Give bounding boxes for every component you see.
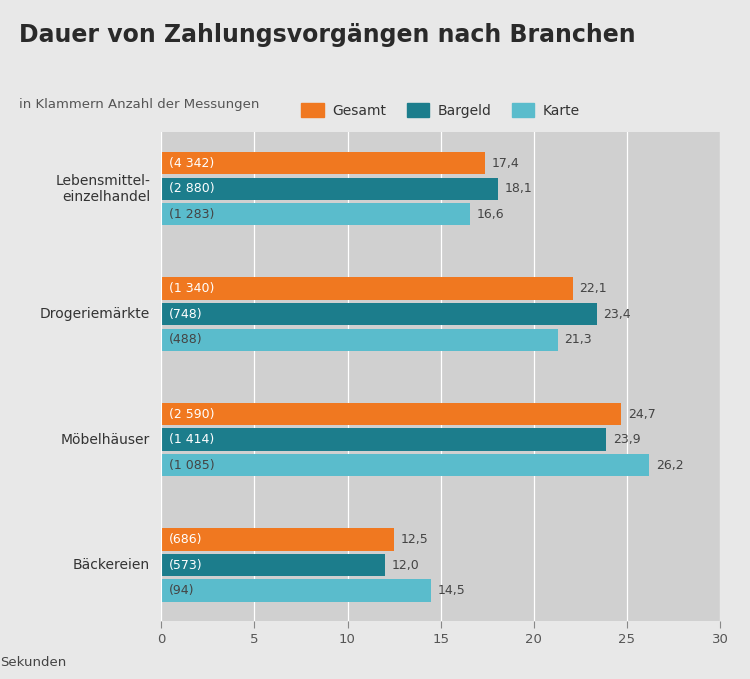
Text: (4 342): (4 342) [169,157,214,170]
Bar [161,152,485,175]
Text: (1 085): (1 085) [169,458,214,472]
Text: (94): (94) [169,584,194,597]
Text: 12,0: 12,0 [392,559,419,572]
Text: (748): (748) [169,308,202,320]
Bar [161,403,621,425]
Bar [161,428,607,451]
Text: 26,2: 26,2 [656,458,683,472]
Text: Dauer von Zahlungsvorgängen nach Branchen: Dauer von Zahlungsvorgängen nach Branche… [19,22,635,47]
Text: 22,1: 22,1 [580,282,607,295]
Text: (1 283): (1 283) [169,208,214,221]
Text: 12,5: 12,5 [400,533,428,546]
Bar [161,303,597,325]
Text: 23,4: 23,4 [604,308,632,320]
Text: Sekunden: Sekunden [0,657,66,669]
Text: 24,7: 24,7 [628,407,656,420]
Legend: Gesamt, Bargeld, Karte: Gesamt, Bargeld, Karte [296,98,585,124]
Text: in Klammern Anzahl der Messungen: in Klammern Anzahl der Messungen [19,98,260,111]
Text: 23,9: 23,9 [613,433,640,446]
Text: (2 880): (2 880) [169,182,214,195]
Text: 21,3: 21,3 [565,333,592,346]
Text: (1 340): (1 340) [169,282,214,295]
Bar [161,554,385,576]
Text: 14,5: 14,5 [438,584,466,597]
Bar [161,329,558,351]
Bar [161,278,573,299]
Text: (488): (488) [169,333,202,346]
Bar [161,454,650,476]
Text: (686): (686) [169,533,202,546]
Text: 17,4: 17,4 [492,157,520,170]
Text: 18,1: 18,1 [505,182,532,195]
Bar [161,177,498,200]
Bar [161,579,431,602]
Bar [161,203,470,225]
Text: 16,6: 16,6 [477,208,505,221]
Text: (1 414): (1 414) [169,433,214,446]
Text: (573): (573) [169,559,202,572]
Bar [161,528,394,551]
Text: (2 590): (2 590) [169,407,214,420]
